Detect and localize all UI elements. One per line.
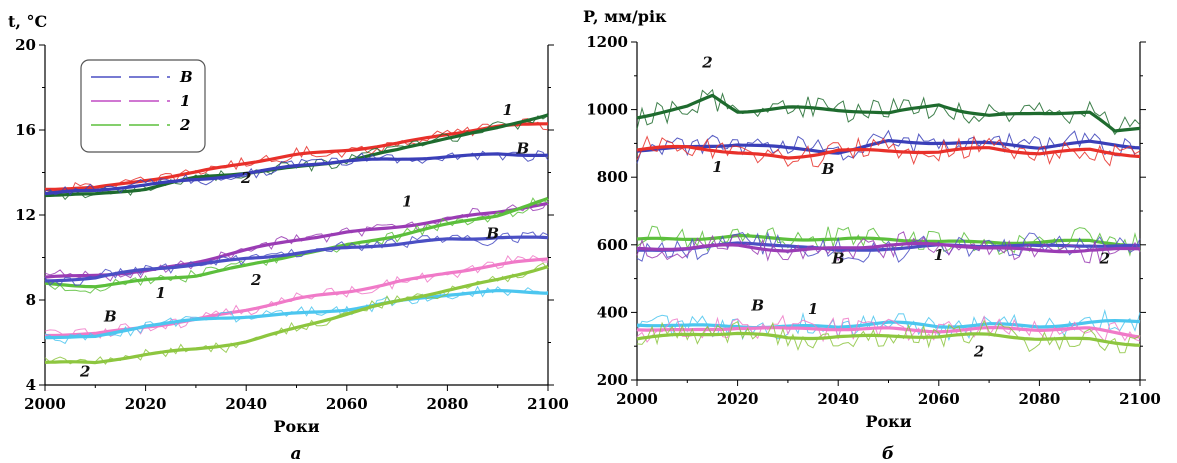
x-tick-label: 2040	[225, 395, 267, 413]
x-axis-label: Роки	[273, 417, 319, 436]
y-tick-label: 600	[597, 236, 628, 254]
series-low-2-smoothed	[44, 264, 549, 365]
series-annotation: 1	[402, 193, 412, 211]
legend-label: B	[179, 68, 193, 86]
series-annotation: B	[103, 307, 117, 325]
legend-label: 1	[180, 92, 190, 110]
y-tick-label: 16	[15, 121, 36, 139]
panel-b: 2000 2020 2040 2060 2080 2100 200 400 600 800 1000…	[583, 7, 1161, 463]
series-mid-1-smoothed	[636, 241, 1141, 254]
y-tick-label: 1000	[586, 101, 628, 119]
y-tick-label: 12	[15, 206, 36, 224]
x-tick-label: 2080	[427, 395, 469, 413]
series-low-B-smoothed	[636, 319, 1141, 330]
series-top-1-annual	[636, 134, 1141, 168]
x-tick-label: 2020	[717, 390, 759, 408]
series-mid-B-smoothed	[44, 235, 549, 283]
series-annotation: B	[516, 139, 530, 157]
y-axis-label: t, °C	[8, 12, 47, 31]
y-tick-label: 8	[26, 291, 36, 309]
x-tick-label: 2040	[817, 390, 859, 408]
series-annotation: 1	[712, 158, 722, 176]
series-annotation: 2	[973, 342, 984, 360]
series-top-B-smoothed	[44, 152, 549, 196]
series-annotation: 1	[503, 101, 513, 119]
series-top-1-smoothed	[636, 144, 1141, 160]
x-tick-label: 2000	[616, 390, 658, 408]
series-annotation: 2	[240, 169, 251, 187]
y-tick-label: 200	[597, 371, 628, 389]
series-annotation: 1	[155, 284, 165, 302]
series-low-1-smoothed	[636, 326, 1141, 339]
series-low-B-annual	[44, 285, 549, 345]
x-tick-label: 2060	[918, 390, 960, 408]
panel-letter: б	[882, 444, 894, 463]
series-annotation: B	[485, 224, 499, 242]
series-low-2-smoothed	[636, 331, 1141, 347]
series-annotation: 2	[701, 53, 712, 71]
series-annotation: 1	[808, 300, 818, 318]
series-annotation: B	[821, 160, 835, 178]
series-mid-2-annual	[44, 197, 549, 294]
x-tick-label: 2080	[1019, 390, 1061, 408]
legend-box	[80, 59, 206, 153]
series-annotation: 2	[1099, 249, 1110, 267]
legend: B 1 2	[80, 59, 206, 153]
x-axis-label: Роки	[865, 412, 911, 431]
series-annotation: 2	[250, 271, 261, 289]
y-tick-label: 4	[26, 376, 36, 394]
x-tick-label: 2100	[1119, 390, 1161, 408]
x-tick-label: 2060	[326, 395, 368, 413]
x-tick-label: 2020	[125, 395, 167, 413]
series-top-1-annual	[44, 118, 549, 196]
series-annotation: B	[831, 249, 845, 267]
series-mid-B-annual	[636, 231, 1141, 263]
series-top-2-smoothed	[636, 93, 1141, 133]
legend-label: 2	[179, 116, 190, 134]
y-tick-label: 20	[15, 36, 36, 54]
series-top-1-smoothed	[45, 122, 548, 191]
series-annotation: 2	[79, 363, 90, 381]
y-tick-label: 400	[597, 303, 628, 321]
series-annotation: 1	[934, 246, 944, 264]
y-tick-label: 1200	[586, 33, 628, 51]
y-tick-label: 800	[597, 168, 628, 186]
y-axis-label: P, мм/рік	[583, 7, 667, 26]
series-low-B-smoothed	[45, 288, 549, 340]
x-tick-label: 2100	[527, 395, 569, 413]
x-tick-label: 2000	[24, 395, 66, 413]
panel-letter: а	[290, 444, 301, 463]
series-low-1-smoothed	[44, 257, 549, 338]
series-top-B-smoothed	[636, 139, 1141, 155]
series-annotation: B	[750, 297, 764, 315]
